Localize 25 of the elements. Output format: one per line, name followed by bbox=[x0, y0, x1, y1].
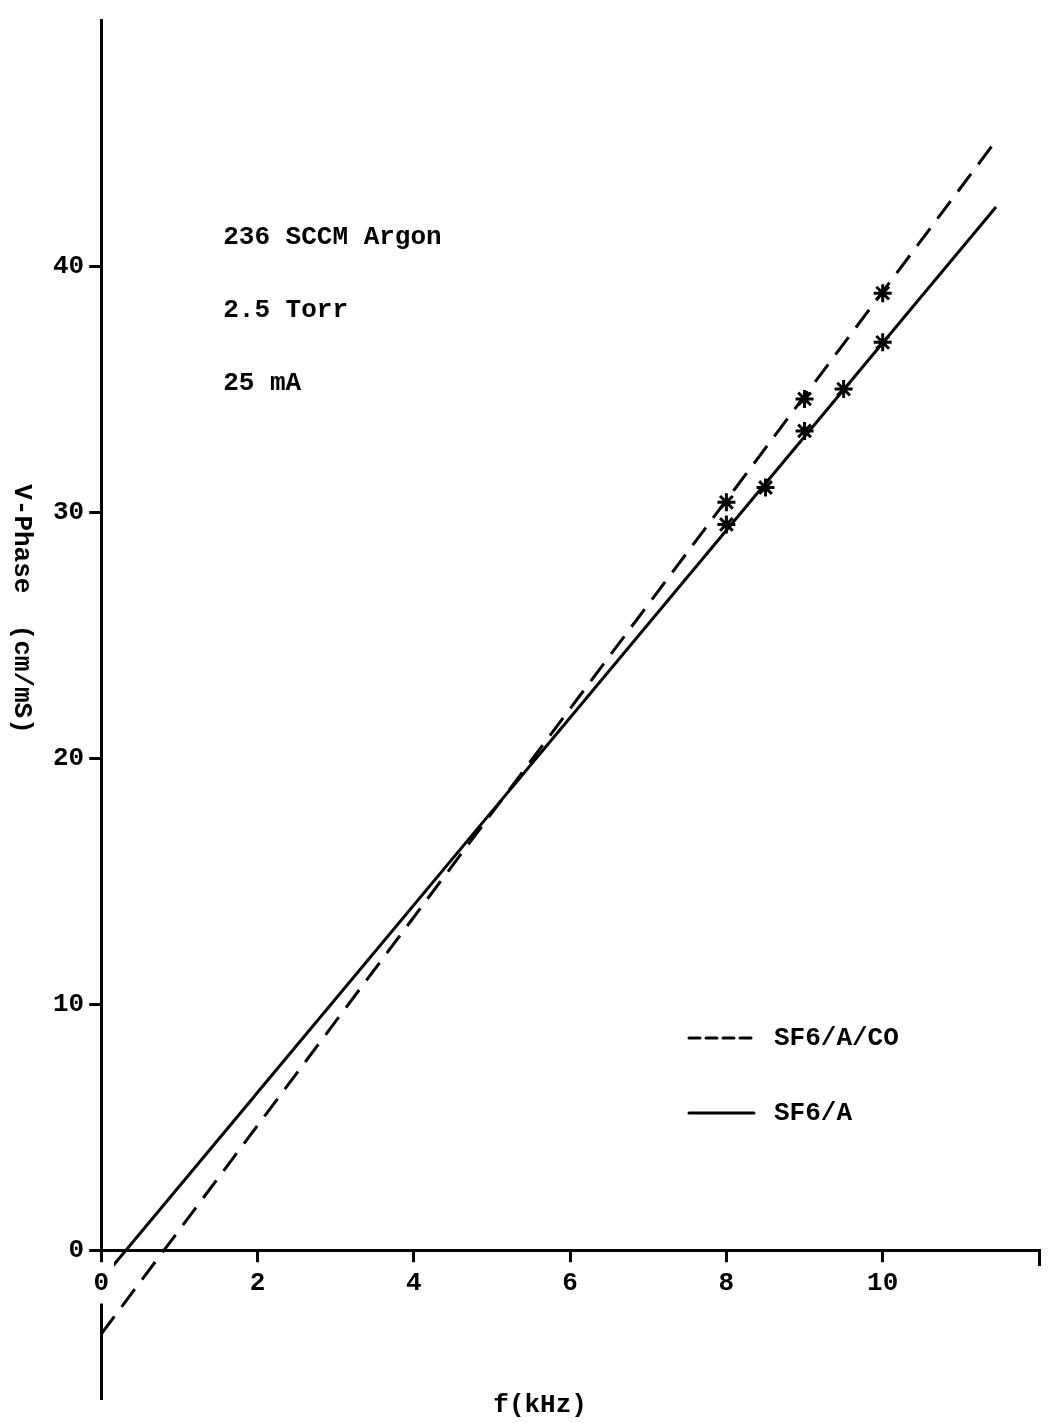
point bbox=[872, 282, 894, 304]
point bbox=[754, 477, 776, 499]
annotation: 25 mA bbox=[223, 367, 302, 398]
y-tick-label: 20 bbox=[52, 742, 85, 773]
point bbox=[794, 388, 816, 410]
x-tick-label: 2 bbox=[249, 1267, 266, 1298]
legend-label: SF6/A bbox=[774, 1097, 853, 1128]
point bbox=[715, 491, 737, 513]
y-tick-label: 10 bbox=[52, 988, 85, 1019]
y-tick-label: 40 bbox=[52, 250, 85, 281]
annotation: 2.5 Torr bbox=[223, 294, 349, 325]
legend-label: SF6/A/CO bbox=[774, 1022, 899, 1053]
annotation: 236 SCCM Argon bbox=[223, 221, 442, 252]
y-axis-title: V-Phase (cm/mS) bbox=[7, 484, 38, 734]
x-tick-label: 6 bbox=[562, 1267, 578, 1298]
point bbox=[872, 331, 894, 353]
x-axis-title: f(kHz) bbox=[493, 1389, 587, 1420]
x-tick-label: 8 bbox=[718, 1267, 735, 1298]
x-tick-label: 4 bbox=[406, 1267, 422, 1298]
point bbox=[833, 378, 855, 400]
x-tick-label: 10 bbox=[867, 1267, 899, 1298]
y-tick-label: 30 bbox=[52, 496, 85, 527]
point bbox=[715, 513, 737, 535]
point bbox=[794, 420, 816, 442]
y-tick-label: 0 bbox=[68, 1234, 85, 1265]
